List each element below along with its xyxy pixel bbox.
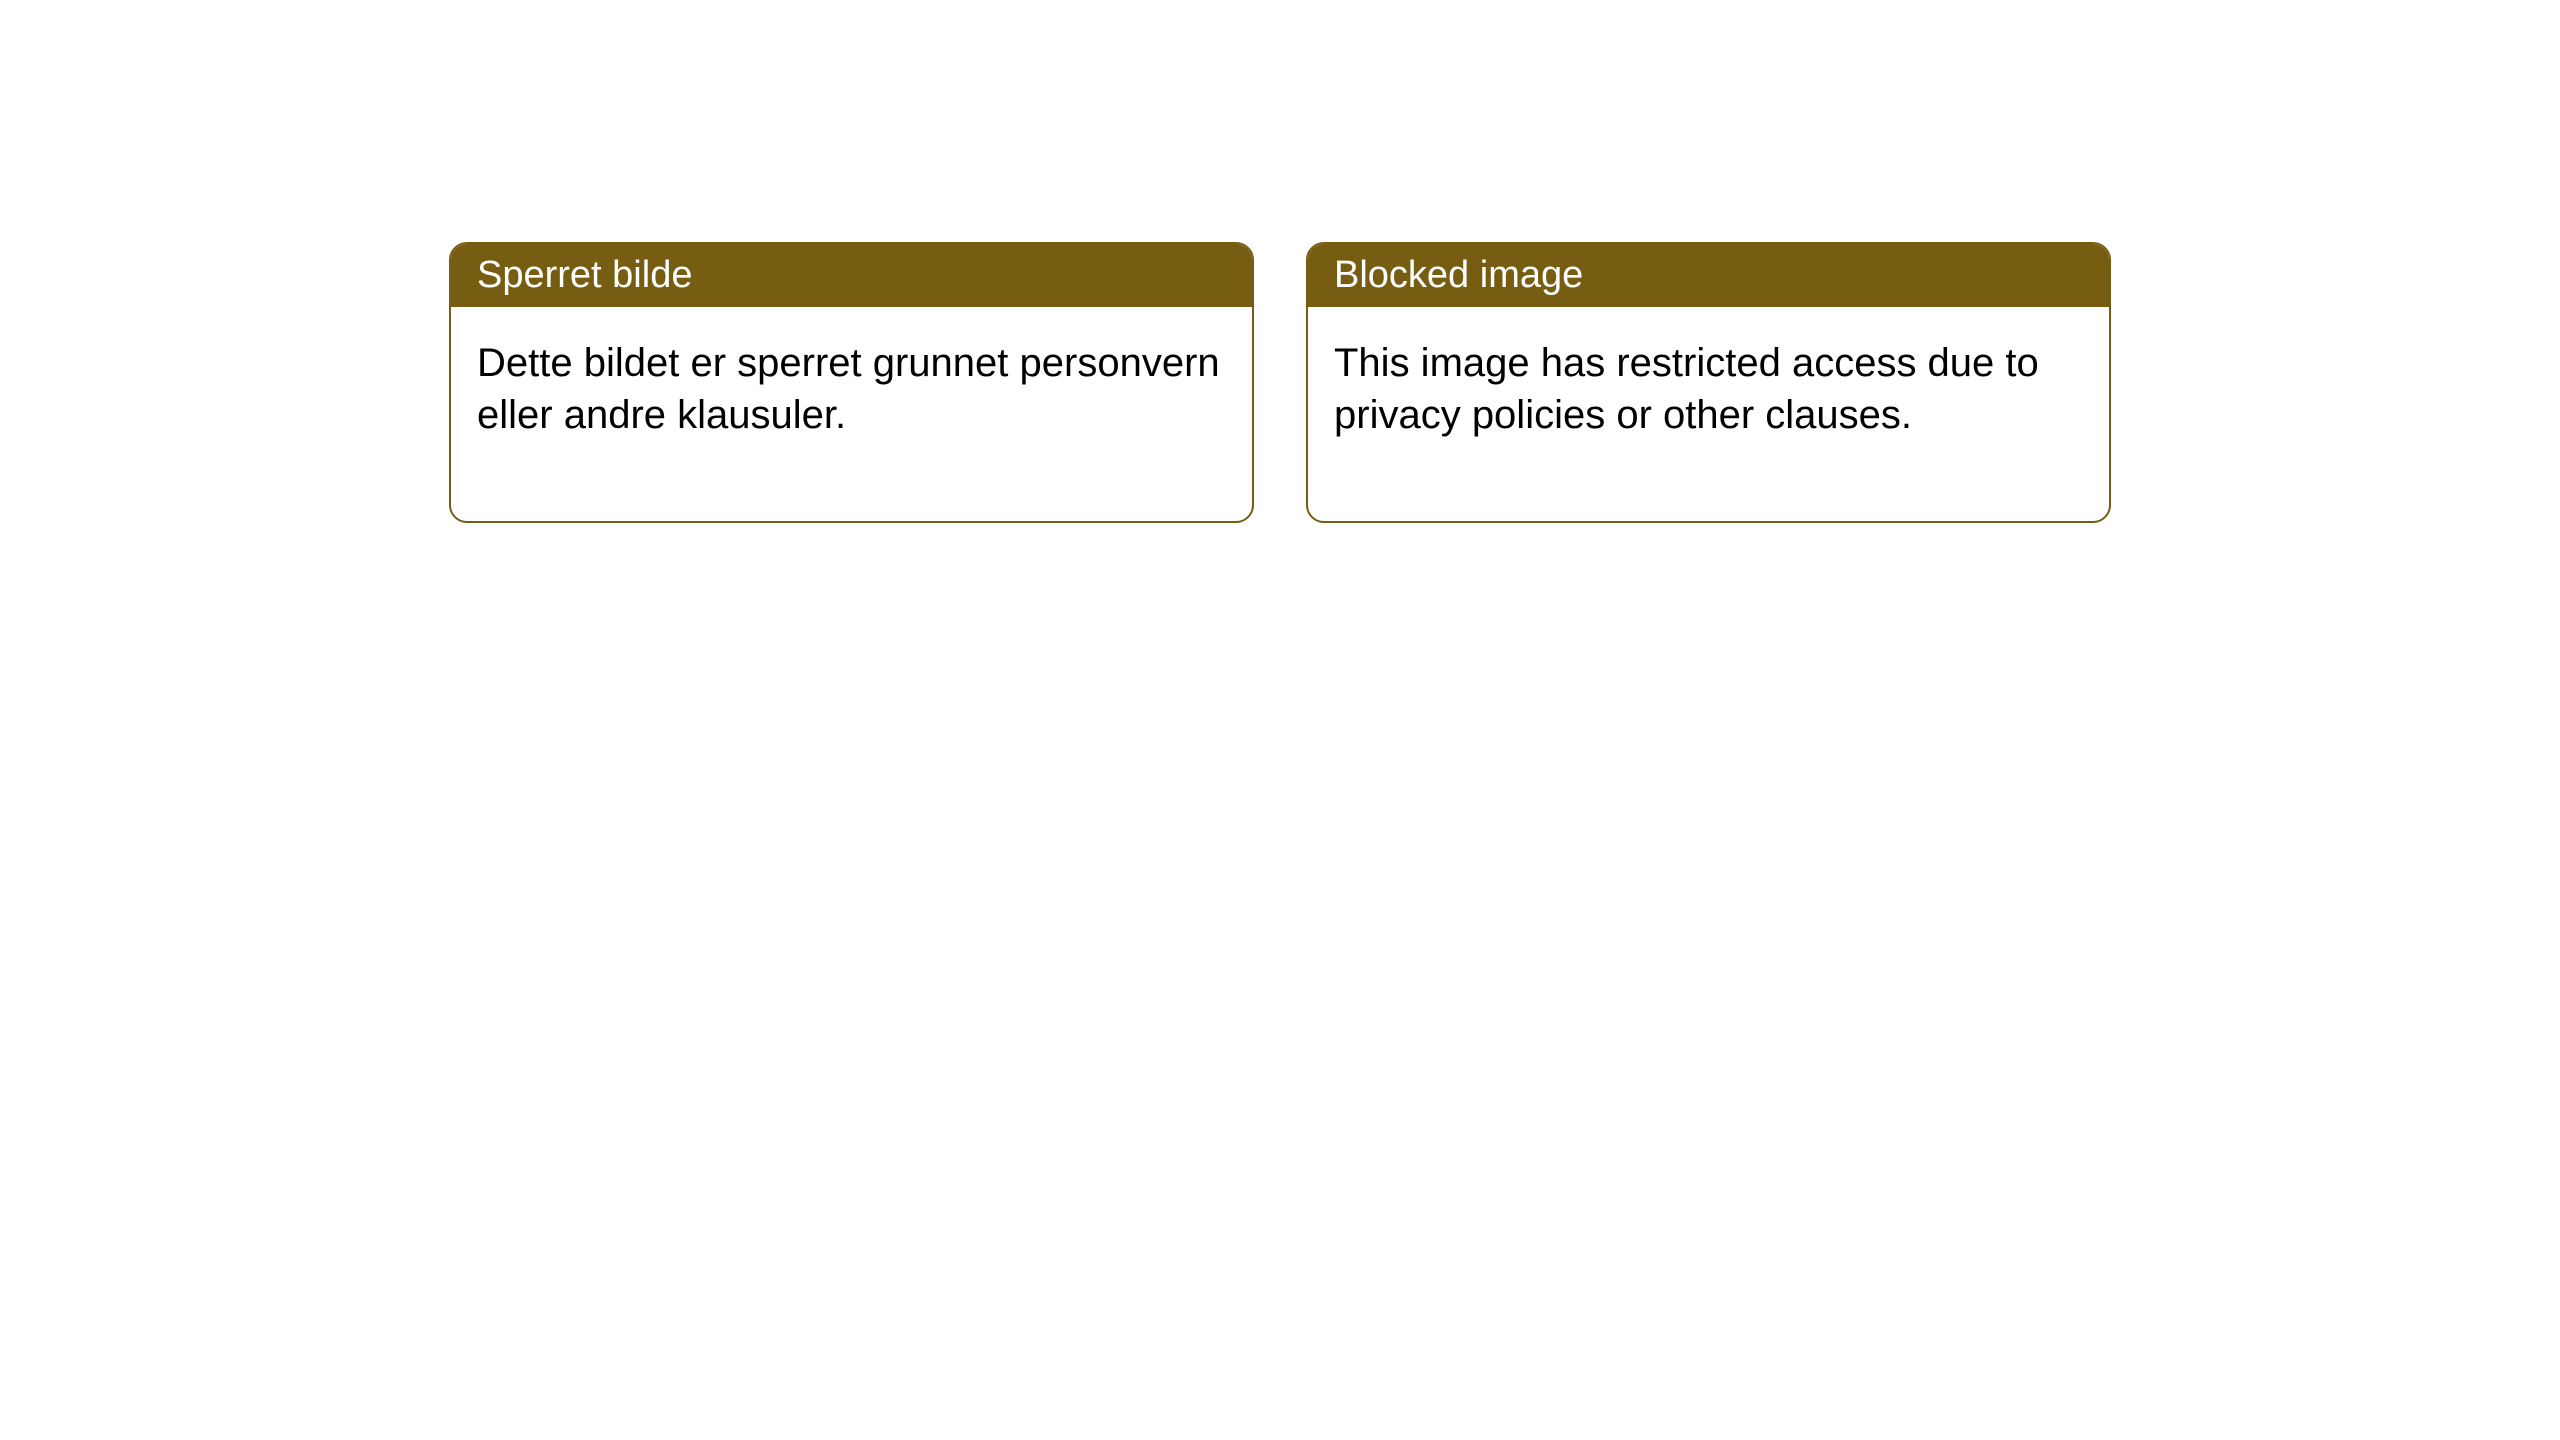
notice-title: Blocked image — [1334, 254, 1583, 296]
notice-card-english: Blocked image This image has restricted … — [1306, 242, 2111, 523]
notice-body-text: This image has restricted access due to … — [1334, 341, 2039, 437]
notice-body: This image has restricted access due to … — [1308, 307, 2109, 521]
notice-body-text: Dette bildet er sperret grunnet personve… — [477, 341, 1220, 437]
notice-body: Dette bildet er sperret grunnet personve… — [451, 307, 1252, 521]
notice-card-norwegian: Sperret bilde Dette bildet er sperret gr… — [449, 242, 1254, 523]
notice-header: Sperret bilde — [451, 244, 1252, 307]
notice-container: Sperret bilde Dette bildet er sperret gr… — [449, 242, 2111, 523]
notice-header: Blocked image — [1308, 244, 2109, 307]
notice-title: Sperret bilde — [477, 254, 692, 296]
